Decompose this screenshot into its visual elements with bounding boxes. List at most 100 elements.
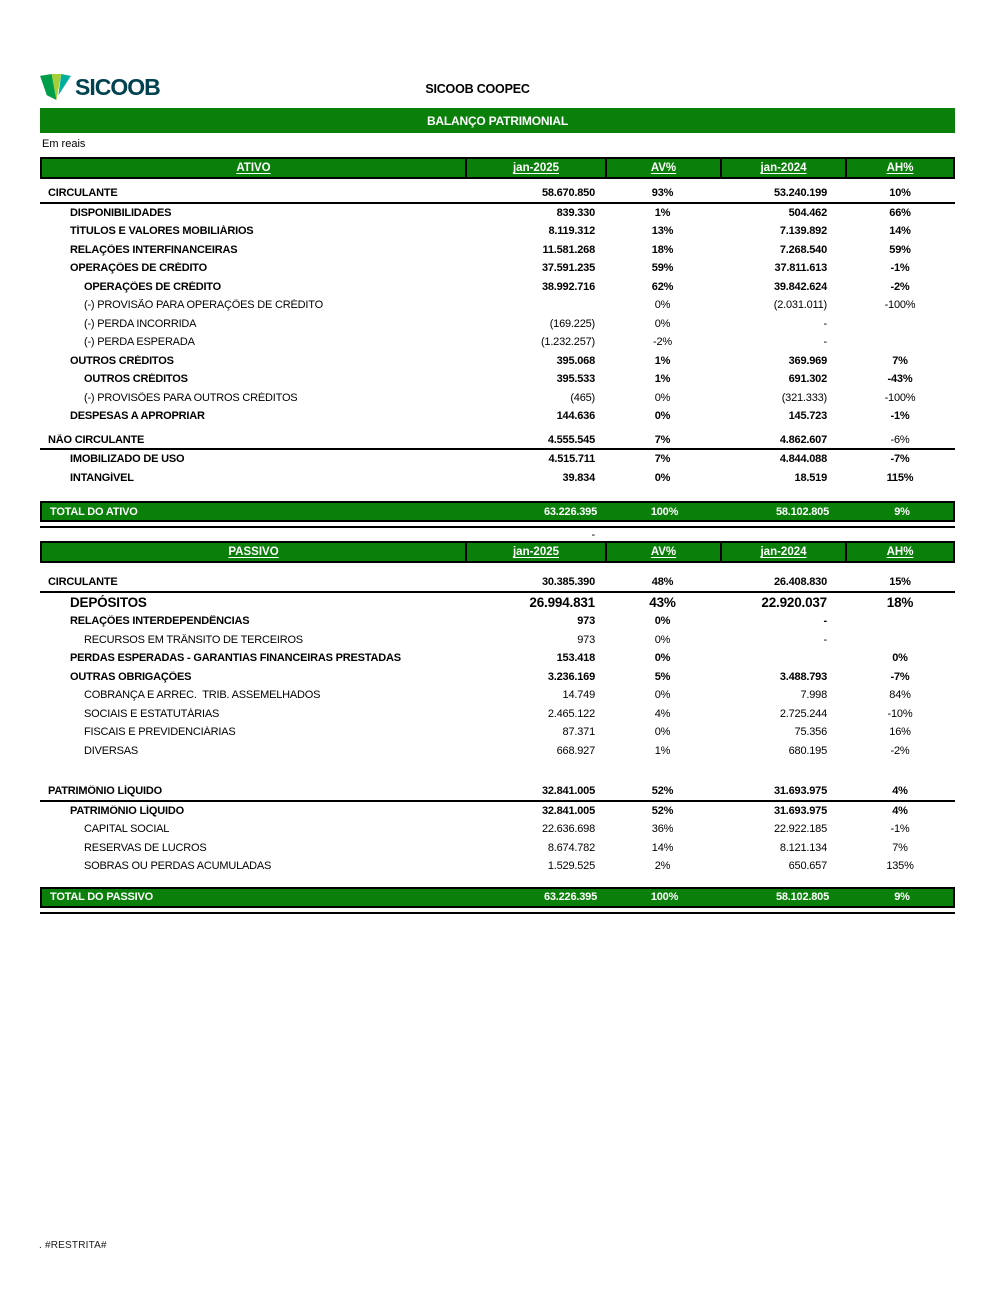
av-header-cell: AV% xyxy=(605,543,720,561)
value-av: 4% xyxy=(654,707,671,720)
value-av: 100% xyxy=(650,891,679,903)
table-row: OUTROS CRÉDITOS 395.068 1% 369.969 7% xyxy=(40,352,955,371)
value-av: 62% xyxy=(651,280,674,293)
value-jan2024: (321.333) xyxy=(781,391,827,404)
table-row: INTANGÍVEL 39.834 0% 18.519 115% xyxy=(40,469,955,488)
value-ah: 7% xyxy=(892,354,908,367)
jan2024-header-cell: jan-2024 xyxy=(720,543,845,561)
value-jan2024: 650.657 xyxy=(788,860,828,873)
value-jan2024: - xyxy=(823,317,828,330)
table-row: DEPÓSITOS 26.994.831 43% 22.920.037 18% xyxy=(40,593,955,613)
value-av: 2% xyxy=(654,860,671,873)
passivo-header-cell: PASSIVO xyxy=(228,546,279,558)
value-av: 0% xyxy=(654,615,671,628)
value-ah: 84% xyxy=(889,689,911,702)
value-av: 43% xyxy=(649,594,676,610)
value-ah: -100% xyxy=(884,299,916,312)
value-av: 0% xyxy=(654,652,671,665)
value-jan2025: 38.992.716 xyxy=(541,280,595,293)
report-title-banner: BALANÇO PATRIMONIAL xyxy=(40,108,955,133)
row-label: RECURSOS EM TRÂNSITO DE TERCEIROS xyxy=(84,633,303,646)
value-jan2025: 4.555.545 xyxy=(547,433,595,446)
value-jan2025: 4.515.711 xyxy=(548,453,595,466)
value-ah: 66% xyxy=(889,206,911,219)
value-jan2025: (1.232.257) xyxy=(540,336,595,349)
table-row: (-) PERDA ESPERADA (1.232.257) -2% - xyxy=(40,333,955,352)
value-av: 0% xyxy=(654,689,671,702)
row-label: IMOBILIZADO DE USO xyxy=(70,453,185,466)
value-av: 1% xyxy=(654,744,671,757)
table-row: NÃO CIRCULANTE 4.555.545 7% 4.862.607 -6% xyxy=(40,432,955,450)
balance-sheet: ATIVO jan-2025 AV% jan-2024 AH% CIRCULAN… xyxy=(40,157,955,914)
value-ah: -6% xyxy=(890,433,910,446)
value-jan2025: 32.841.005 xyxy=(541,804,595,817)
value-jan2024: 680.195 xyxy=(788,744,828,757)
jan2025-header-cell: jan-2025 xyxy=(465,159,605,177)
table-row: OUTROS CRÉDITOS 395.533 1% 691.302 -43% xyxy=(40,370,955,389)
total-underline xyxy=(40,524,955,528)
report-title: BALANÇO PATRIMONIAL xyxy=(426,113,569,128)
row-label: (-) PERDA INCORRIDA xyxy=(84,317,197,330)
table-row: (-) PERDA INCORRIDA (169.225) 0% - xyxy=(40,315,955,334)
value-jan2025: 39.834 xyxy=(562,471,596,484)
value-jan2025: 30.385.390 xyxy=(541,576,595,589)
row-label: SOBRAS OU PERDAS ACUMULADAS xyxy=(84,860,272,873)
table-row: TÍTULOS E VALORES MOBILIÁRIOS 8.119.312 13… xyxy=(40,222,955,241)
table-row: RECURSOS EM TRÂNSITO DE TERCEIROS 973 0% - xyxy=(40,631,955,650)
row-label: RELAÇÕES INTERDEPENDÊNCIAS xyxy=(70,615,250,628)
row-label: OUTRAS OBRIGAÇÕES xyxy=(70,670,192,683)
value-ah: 16% xyxy=(889,726,911,739)
value-jan2024: - xyxy=(823,633,828,646)
value-jan2024: 2.725.244 xyxy=(779,707,827,720)
value-jan2025: 11.581.268 xyxy=(542,243,596,256)
value-jan2025: 32.841.005 xyxy=(541,785,595,798)
value-av: 7% xyxy=(654,433,671,446)
value-jan2025: 2.465.122 xyxy=(547,707,595,720)
av-header-cell: AV% xyxy=(605,159,720,177)
row-label: (-) PERDA ESPERADA xyxy=(84,336,195,349)
row-label: PATRIMÔNIO LÍQUIDO xyxy=(48,785,162,798)
value-ah: 18% xyxy=(886,594,914,610)
value-jan2025: 973 xyxy=(577,633,595,646)
value-ah: -1% xyxy=(890,823,910,836)
spacer-row xyxy=(40,760,955,783)
value-jan2024: 75.356 xyxy=(794,726,828,739)
value-jan2024: 4.862.607 xyxy=(779,433,827,446)
value-jan2024: 58.102.805 xyxy=(775,505,829,518)
row-label: INTANGÍVEL xyxy=(70,471,134,484)
table-row: PATRIMÔNIO LÍQUIDO 32.841.005 52% 31.693.97… xyxy=(40,783,955,802)
row-label: TOTAL DO PASSIVO xyxy=(50,891,153,903)
value-ah: 4% xyxy=(892,785,908,798)
value-ah: 7% xyxy=(892,841,908,854)
row-label: CAPITAL SOCIAL xyxy=(84,823,170,836)
table-row: DIVERSAS 668.927 1% 680.195 -2% xyxy=(40,742,955,761)
value-ah: -1% xyxy=(890,410,910,423)
value-ah: -10% xyxy=(887,707,913,720)
table-row: PATRIMÔNIO LÍQUIDO 32.841.005 52% 31.693.97… xyxy=(40,802,955,821)
row-label: (-) PROVISÕES PARA OUTROS CRÉDITOS xyxy=(84,391,298,404)
row-label: RESERVAS DE LUCROS xyxy=(84,841,207,854)
value-jan2024: - xyxy=(823,336,828,349)
value-ah: -7% xyxy=(890,670,910,683)
value-jan2024: 3.488.793 xyxy=(779,670,827,683)
value-jan2024: 39.842.624 xyxy=(773,280,827,293)
value-jan2024: - xyxy=(823,615,828,628)
value-av: 14% xyxy=(651,841,674,854)
currency-note: Em reais xyxy=(42,138,86,150)
row-label: PATRIMÔNIO LÍQUIDO xyxy=(70,804,184,817)
table-row: OPERAÇÕES DE CRÉDITO 37.591.235 59% 37.811.… xyxy=(40,259,955,278)
sicoob-wordmark: SICOOB xyxy=(75,74,161,100)
table-row: DESPESAS A APROPRIAR 144.636 0% 145.723 -1% xyxy=(40,407,955,426)
value-jan2025: 14.749 xyxy=(562,689,596,702)
jan2025-header-cell: jan-2025 xyxy=(465,543,605,561)
table-row: RESERVAS DE LUCROS 8.674.782 14% 8.121.134 7… xyxy=(40,839,955,858)
value-jan2025: 3.236.169 xyxy=(547,670,595,683)
value-jan2025: 58.670.850 xyxy=(541,187,595,200)
row-label: PERDAS ESPERADAS - GARANTIAS FINANCEIRAS… xyxy=(70,652,401,665)
table-row: COBRANÇA E ARREC. TRIB. ASSEMELHADOS 14.7… xyxy=(40,686,955,705)
value-jan2024: 7.139.892 xyxy=(779,225,827,238)
row-label: DISPONIBILIDADES xyxy=(70,206,172,219)
value-jan2025: 973 xyxy=(577,615,595,628)
value-ah: 9% xyxy=(894,505,910,518)
passivo-header-row: PASSIVO jan-2025 AV% jan-2024 AH% xyxy=(40,541,955,563)
